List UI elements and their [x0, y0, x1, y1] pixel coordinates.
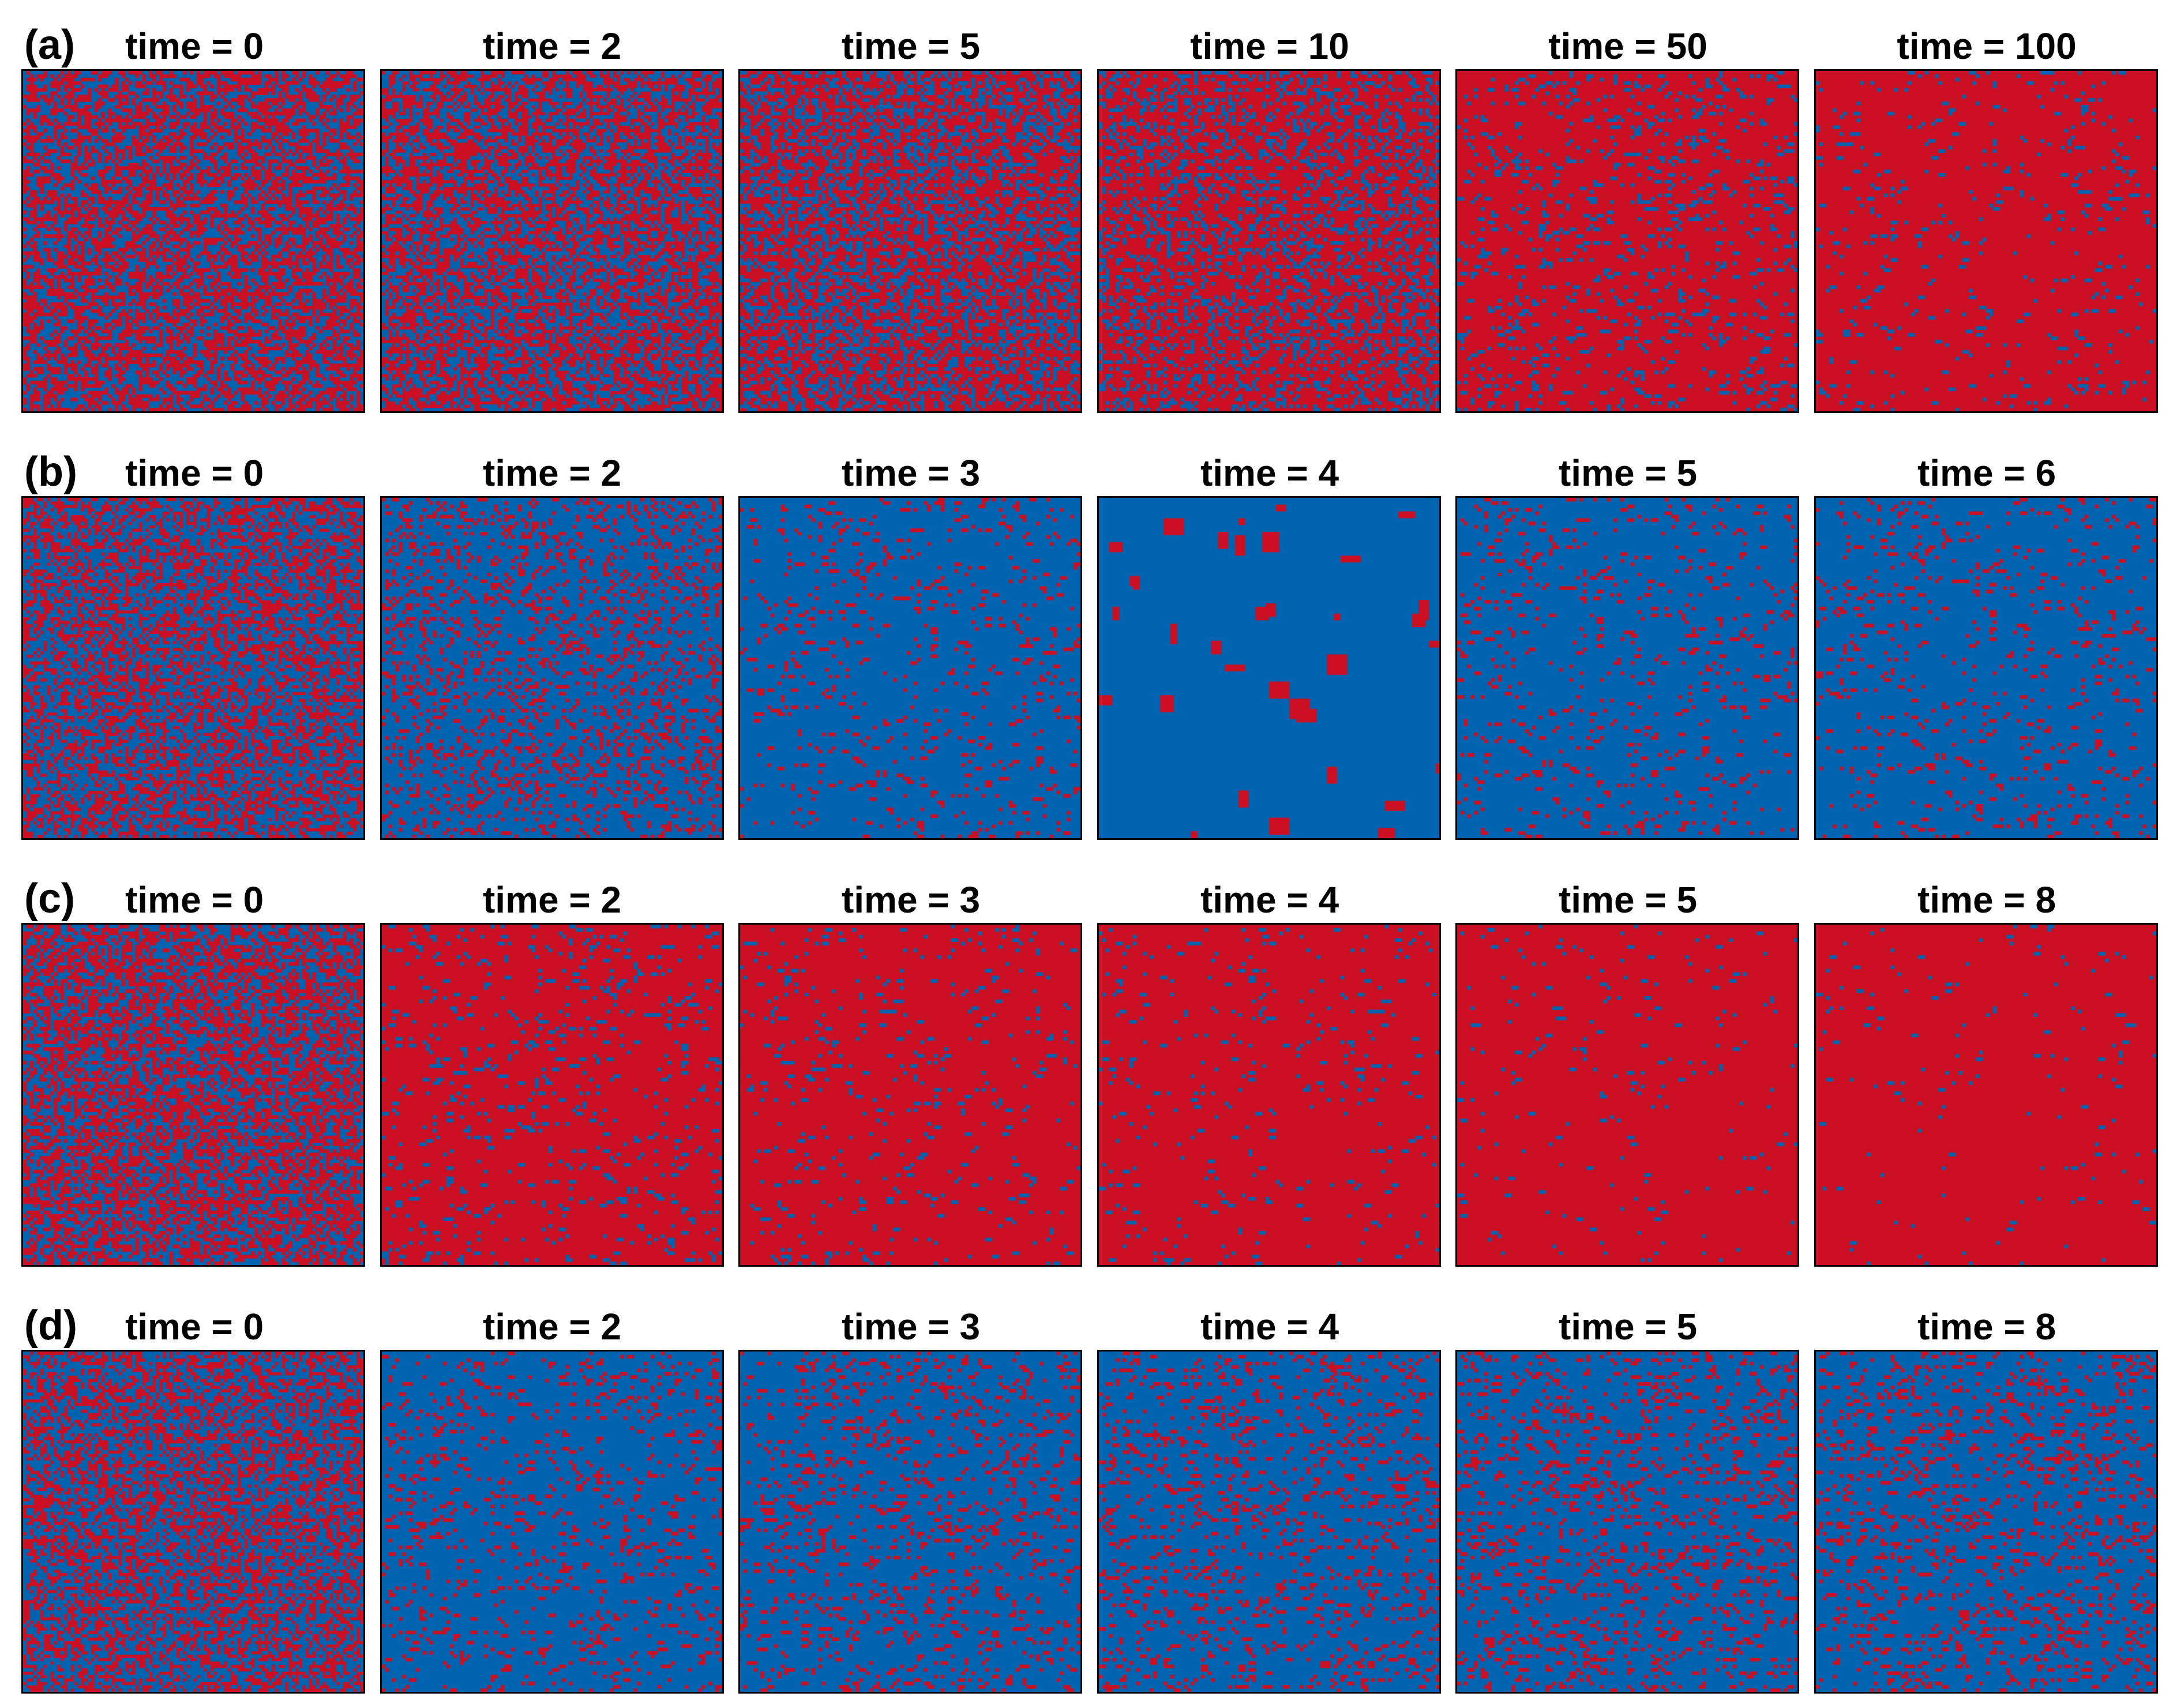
lattice-panel-a-6: [1814, 69, 2158, 413]
lattice-panel-d-5: [1455, 1350, 1799, 1694]
panel-title-c-3: time = 3: [841, 879, 981, 921]
panel-title-b-1: time = 0: [125, 452, 264, 494]
lattice-panel-a-2: [380, 69, 724, 413]
lattice-panel-c-6: [1814, 923, 2158, 1267]
panel-title-c-4: time = 4: [1200, 879, 1339, 921]
panel-title-b-3: time = 3: [841, 452, 981, 494]
panel-title-a-2: time = 2: [482, 25, 622, 67]
lattice-panel-d-2: [380, 1350, 724, 1694]
panel-title-b-5: time = 5: [1558, 452, 1698, 494]
lattice-panel-a-3: [738, 69, 1082, 413]
panel-title-a-6: time = 100: [1897, 25, 2077, 67]
lattice-panel-d-1: [21, 1350, 365, 1694]
panel-title-d-6: time = 8: [1917, 1306, 2056, 1347]
panel-title-a-4: time = 10: [1190, 25, 1349, 67]
panel-title-d-1: time = 0: [125, 1306, 264, 1347]
panel-title-a-1: time = 0: [125, 25, 264, 67]
lattice-panel-b-1: [21, 496, 365, 840]
panel-title-c-6: time = 8: [1917, 879, 2056, 921]
lattice-panel-c-3: [738, 923, 1082, 1267]
lattice-panel-d-3: [738, 1350, 1082, 1694]
row-label-b: (b): [24, 449, 77, 495]
panel-title-c-1: time = 0: [125, 879, 264, 921]
lattice-panel-b-4: [1097, 496, 1441, 840]
lattice-panel-c-5: [1455, 923, 1799, 1267]
lattice-panel-d-4: [1097, 1350, 1441, 1694]
lattice-panel-b-2: [380, 496, 724, 840]
lattice-panel-d-6: [1814, 1350, 2158, 1694]
lattice-panel-a-4: [1097, 69, 1441, 413]
lattice-panel-a-5: [1455, 69, 1799, 413]
panel-title-c-2: time = 2: [482, 879, 622, 921]
panel-title-d-3: time = 3: [841, 1306, 981, 1347]
row-label-c: (c): [24, 876, 75, 922]
lattice-panel-c-2: [380, 923, 724, 1267]
panel-title-d-5: time = 5: [1558, 1306, 1698, 1347]
panel-title-b-4: time = 4: [1200, 452, 1339, 494]
lattice-panel-b-6: [1814, 496, 2158, 840]
panel-title-c-5: time = 5: [1558, 879, 1698, 921]
row-label-a: (a): [24, 22, 75, 68]
panel-title-b-2: time = 2: [482, 452, 622, 494]
lattice-panel-b-3: [738, 496, 1082, 840]
lattice-panel-a-1: [21, 69, 365, 413]
panel-title-a-5: time = 50: [1548, 25, 1707, 67]
lattice-panel-c-1: [21, 923, 365, 1267]
panel-title-a-3: time = 5: [841, 25, 981, 67]
panel-title-b-6: time = 6: [1917, 452, 2056, 494]
lattice-panel-b-5: [1455, 496, 1799, 840]
row-label-d: (d): [24, 1302, 77, 1349]
panel-title-d-4: time = 4: [1200, 1306, 1339, 1347]
lattice-panel-c-4: [1097, 923, 1441, 1267]
panel-title-d-2: time = 2: [482, 1306, 622, 1347]
